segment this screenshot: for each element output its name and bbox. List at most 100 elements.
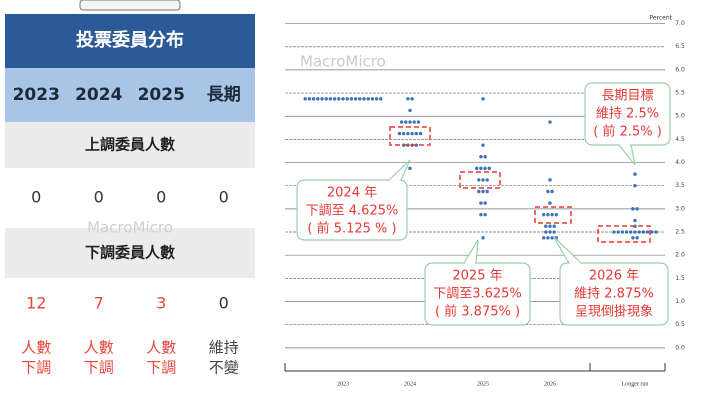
annotation-text: 2024 年 [327,186,377,201]
annotation-text: 下調至 4.625% [306,204,399,219]
dot [548,120,552,124]
callout-pointer [552,235,582,264]
annotation-text: ( 前 3.875% ) [435,304,520,320]
dot [481,97,485,101]
column-header: 2024 [75,85,122,105]
highlight [534,206,572,224]
column-header-row [5,68,255,122]
dot [349,97,354,101]
cell: 7 [94,294,104,313]
callout-pointer [388,159,411,181]
dot [645,230,650,234]
callout [584,82,671,146]
dot [416,120,421,124]
dot [477,178,481,182]
dot [637,230,641,234]
dot [548,178,552,182]
section-label: 上調委員人數 [85,136,175,154]
dot [548,224,552,228]
watermark: MacroMicro [300,53,386,71]
dot [324,97,328,101]
cell: 0 [156,188,166,207]
dot [408,120,412,124]
dot [374,97,379,101]
dot [418,131,423,136]
dot [633,218,637,223]
y-tick-label: 5.5 [675,90,685,97]
y-tick-label: 0.5 [675,321,685,328]
annotation-text: 長期目標 [601,89,653,104]
dot [546,189,550,194]
section-band [5,122,255,168]
dot [481,189,485,194]
dot [483,212,487,217]
dot [370,97,375,101]
dot [620,230,625,234]
dot [616,230,620,234]
callout-pointer [463,239,479,264]
table-title: 投票委員分布 [76,29,184,51]
dot [550,212,554,217]
note: 不變 [209,359,239,377]
y-tick-label: 6.5 [675,43,685,50]
cell: 0 [219,294,229,313]
dot [635,236,639,240]
dot [406,97,410,101]
dot [481,143,485,147]
dot [483,166,487,171]
y-tick-label: 3.0 [675,205,685,212]
dot [341,97,345,101]
callout [296,179,408,241]
dot [612,230,616,234]
x-tick-label: Longer run [622,381,649,387]
note: 人數 [21,339,51,357]
column-header: 2023 [13,85,60,105]
dot [654,230,658,234]
dot [546,236,550,240]
dot [641,230,646,234]
dot [542,236,546,240]
dot [311,97,316,101]
dot [412,120,416,124]
tab [79,0,181,11]
note: 人數 [84,339,114,357]
cell: 0 [31,188,41,207]
dot [544,230,548,234]
dot [410,131,414,136]
dot [483,155,487,159]
column-header: 2025 [138,85,185,105]
dot [408,166,412,171]
note: 人數 [146,339,176,357]
y-tick-label: 0.0 [675,344,685,351]
dot [483,201,487,205]
cell: 0 [94,188,104,207]
dot [307,97,312,101]
annotation-text: 維持 2.875% [574,287,654,302]
column-header: 長期 [207,85,241,105]
y-tick-label: 4.5 [675,136,685,143]
y-tick-label: 3.5 [675,182,685,189]
dot [633,230,637,234]
dot [404,120,408,124]
dot [358,97,362,101]
dot [552,230,556,234]
dot [546,212,550,217]
highlight [459,171,501,189]
dot [479,155,483,159]
dot [554,212,558,217]
table-header [5,14,255,68]
dot [362,97,366,101]
annotation-text: 2025 年 [452,269,502,284]
dot [303,97,307,101]
dot [479,166,483,171]
dot [406,131,410,136]
callout-pointer [618,144,636,166]
dot [345,97,349,101]
dot [399,120,404,124]
dot [548,230,552,234]
y-tick-label: 4.0 [675,159,685,166]
dot [548,201,552,205]
annotation-text: ( 前 5.125 % ) [307,221,396,237]
y-tick-label: 7.0 [675,20,685,27]
